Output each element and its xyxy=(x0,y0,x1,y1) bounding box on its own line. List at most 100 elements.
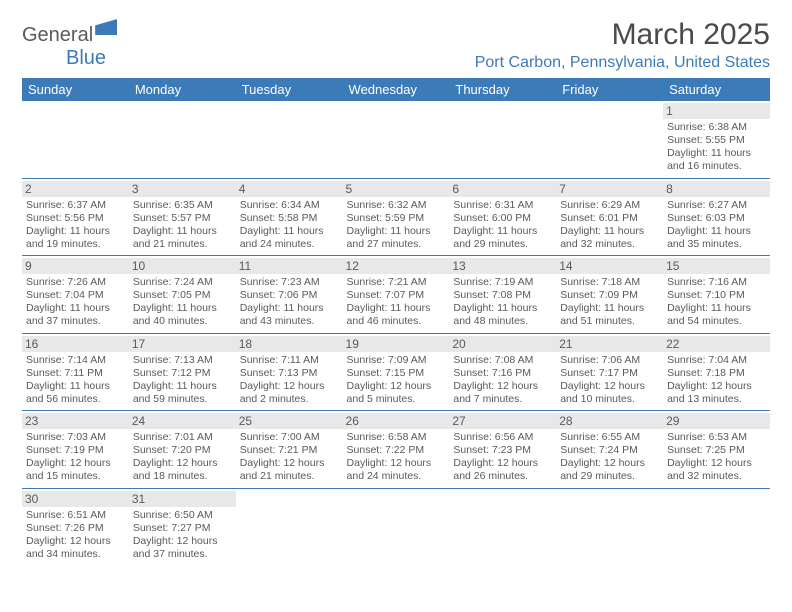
calendar-day: 7 Sunrise: 6:29 AMSunset: 6:01 PMDaylight… xyxy=(556,178,663,256)
calendar-row: 9 Sunrise: 7:26 AMSunset: 7:04 PMDaylight… xyxy=(22,256,770,334)
day-number: 5 xyxy=(343,181,450,197)
day-number: 10 xyxy=(129,258,236,274)
day-info: Sunrise: 7:00 AMSunset: 7:21 PMDaylight:… xyxy=(240,431,339,484)
day-number: 26 xyxy=(343,413,450,429)
day-info: Sunrise: 7:09 AMSunset: 7:15 PMDaylight:… xyxy=(347,354,446,407)
calendar-day: 18Sunrise: 7:11 AMSunset: 7:13 PMDayligh… xyxy=(236,333,343,411)
day-info: Sunrise: 7:24 AMSunset: 7:05 PMDaylight:… xyxy=(133,276,232,329)
day-number: 14 xyxy=(556,258,663,274)
day-info: Sunrise: 7:18 AMSunset: 7:09 PMDaylight:… xyxy=(560,276,659,329)
day-info: Sunrise: 7:08 AMSunset: 7:16 PMDaylight:… xyxy=(453,354,552,407)
day-info: Sunrise: 6:34 AMSunset: 5:58 PMDaylight:… xyxy=(240,199,339,252)
day-number: 30 xyxy=(22,491,129,507)
day-number: 19 xyxy=(343,336,450,352)
calendar-empty xyxy=(663,488,770,565)
weekday-header: Monday xyxy=(129,78,236,101)
day-number: 11 xyxy=(236,258,343,274)
calendar-day: 21Sunrise: 7:06 AMSunset: 7:17 PMDayligh… xyxy=(556,333,663,411)
header: General Blue March 2025 Port Carbon, Pen… xyxy=(22,18,770,72)
calendar-day: 23 Sunrise: 7:03 AMSunset: 7:19 PMDayligh… xyxy=(22,411,129,489)
brand-part1: General xyxy=(22,24,93,46)
calendar-row: 30 Sunrise: 6:51 AMSunset: 7:26 PMDayligh… xyxy=(22,488,770,565)
calendar-day: 13 Sunrise: 7:19 AMSunset: 7:08 PMDayligh… xyxy=(449,256,556,334)
calendar-day: 10 Sunrise: 7:24 AMSunset: 7:05 PMDayligh… xyxy=(129,256,236,334)
day-info: Sunrise: 6:29 AMSunset: 6:01 PMDaylight:… xyxy=(560,199,659,252)
day-number: 4 xyxy=(236,181,343,197)
day-number: 2 xyxy=(22,181,129,197)
calendar-day: 4 Sunrise: 6:34 AMSunset: 5:58 PMDaylight… xyxy=(236,178,343,256)
calendar-body: 1Sunrise: 6:38 AMSunset: 5:55 PMDaylight… xyxy=(22,101,770,565)
weekday-header: Friday xyxy=(556,78,663,101)
day-number: 8 xyxy=(663,181,770,197)
day-info: Sunrise: 7:01 AMSunset: 7:20 PMDaylight:… xyxy=(133,431,232,484)
calendar-empty xyxy=(236,488,343,565)
calendar-empty xyxy=(129,101,236,178)
brand-logo: General Blue xyxy=(22,24,117,70)
calendar-day: 27 Sunrise: 6:56 AMSunset: 7:23 PMDayligh… xyxy=(449,411,556,489)
day-number: 13 xyxy=(449,258,556,274)
day-number: 27 xyxy=(449,413,556,429)
weekday-header: Thursday xyxy=(449,78,556,101)
calendar-day: 6Sunrise: 6:31 AMSunset: 6:00 PMDaylight… xyxy=(449,178,556,256)
weekday-header: Tuesday xyxy=(236,78,343,101)
day-number: 24 xyxy=(129,413,236,429)
flag-icon xyxy=(95,19,117,35)
calendar-day: 15 Sunrise: 7:16 AMSunset: 7:10 PMDayligh… xyxy=(663,256,770,334)
day-number: 17 xyxy=(129,336,236,352)
weekday-header-row: SundayMondayTuesdayWednesdayThursdayFrid… xyxy=(22,78,770,101)
day-number: 22 xyxy=(663,336,770,352)
calendar-empty xyxy=(556,101,663,178)
calendar-day: 12Sunrise: 7:21 AMSunset: 7:07 PMDayligh… xyxy=(343,256,450,334)
day-info: Sunrise: 7:16 AMSunset: 7:10 PMDaylight:… xyxy=(667,276,766,329)
day-number: 16 xyxy=(22,336,129,352)
day-info: Sunrise: 6:55 AMSunset: 7:24 PMDaylight:… xyxy=(560,431,659,484)
calendar-day: 2 Sunrise: 6:37 AMSunset: 5:56 PMDaylight… xyxy=(22,178,129,256)
day-info: Sunrise: 6:37 AMSunset: 5:56 PMDaylight:… xyxy=(26,199,125,252)
calendar-row: 1Sunrise: 6:38 AMSunset: 5:55 PMDaylight… xyxy=(22,101,770,178)
day-info: Sunrise: 7:13 AMSunset: 7:12 PMDaylight:… xyxy=(133,354,232,407)
day-number: 18 xyxy=(236,336,343,352)
day-info: Sunrise: 7:26 AMSunset: 7:04 PMDaylight:… xyxy=(26,276,125,329)
day-number: 21 xyxy=(556,336,663,352)
calendar-row: 2 Sunrise: 6:37 AMSunset: 5:56 PMDaylight… xyxy=(22,178,770,256)
calendar-day: 16 Sunrise: 7:14 AMSunset: 7:11 PMDayligh… xyxy=(22,333,129,411)
day-number: 3 xyxy=(129,181,236,197)
calendar-day: 29Sunrise: 6:53 AMSunset: 7:25 PMDayligh… xyxy=(663,411,770,489)
day-info: Sunrise: 6:58 AMSunset: 7:22 PMDaylight:… xyxy=(347,431,446,484)
day-info: Sunrise: 7:03 AMSunset: 7:19 PMDaylight:… xyxy=(26,431,125,484)
calendar-empty xyxy=(449,101,556,178)
day-number: 29 xyxy=(663,413,770,429)
day-number: 20 xyxy=(449,336,556,352)
calendar-empty xyxy=(556,488,663,565)
month-title: March 2025 xyxy=(475,18,770,52)
brand-text: General Blue xyxy=(22,24,117,70)
day-number: 15 xyxy=(663,258,770,274)
calendar-day: 24 Sunrise: 7:01 AMSunset: 7:20 PMDayligh… xyxy=(129,411,236,489)
day-number: 9 xyxy=(22,258,129,274)
calendar-row: 23 Sunrise: 7:03 AMSunset: 7:19 PMDayligh… xyxy=(22,411,770,489)
calendar-day: 20 Sunrise: 7:08 AMSunset: 7:16 PMDayligh… xyxy=(449,333,556,411)
calendar-empty xyxy=(236,101,343,178)
day-info: Sunrise: 6:56 AMSunset: 7:23 PMDaylight:… xyxy=(453,431,552,484)
calendar-empty xyxy=(449,488,556,565)
calendar-day: 30 Sunrise: 6:51 AMSunset: 7:26 PMDayligh… xyxy=(22,488,129,565)
day-number: 7 xyxy=(556,181,663,197)
calendar-day: 8Sunrise: 6:27 AMSunset: 6:03 PMDaylight… xyxy=(663,178,770,256)
day-info: Sunrise: 7:21 AMSunset: 7:07 PMDaylight:… xyxy=(347,276,446,329)
day-number: 25 xyxy=(236,413,343,429)
day-info: Sunrise: 6:51 AMSunset: 7:26 PMDaylight:… xyxy=(26,509,125,562)
day-number: 23 xyxy=(22,413,129,429)
day-info: Sunrise: 6:35 AMSunset: 5:57 PMDaylight:… xyxy=(133,199,232,252)
calendar-day: 3 Sunrise: 6:35 AMSunset: 5:57 PMDaylight… xyxy=(129,178,236,256)
weekday-header: Wednesday xyxy=(343,78,450,101)
calendar-empty xyxy=(343,101,450,178)
calendar-day: 9 Sunrise: 7:26 AMSunset: 7:04 PMDaylight… xyxy=(22,256,129,334)
brand-part2: Blue xyxy=(66,47,106,69)
title-block: March 2025 Port Carbon, Pennsylvania, Un… xyxy=(475,18,770,72)
day-info: Sunrise: 7:19 AMSunset: 7:08 PMDaylight:… xyxy=(453,276,552,329)
calendar-day: 26 Sunrise: 6:58 AMSunset: 7:22 PMDayligh… xyxy=(343,411,450,489)
day-info: Sunrise: 7:14 AMSunset: 7:11 PMDaylight:… xyxy=(26,354,125,407)
calendar-day: 28 Sunrise: 6:55 AMSunset: 7:24 PMDayligh… xyxy=(556,411,663,489)
calendar-table: SundayMondayTuesdayWednesdayThursdayFrid… xyxy=(22,78,770,565)
day-number: 28 xyxy=(556,413,663,429)
